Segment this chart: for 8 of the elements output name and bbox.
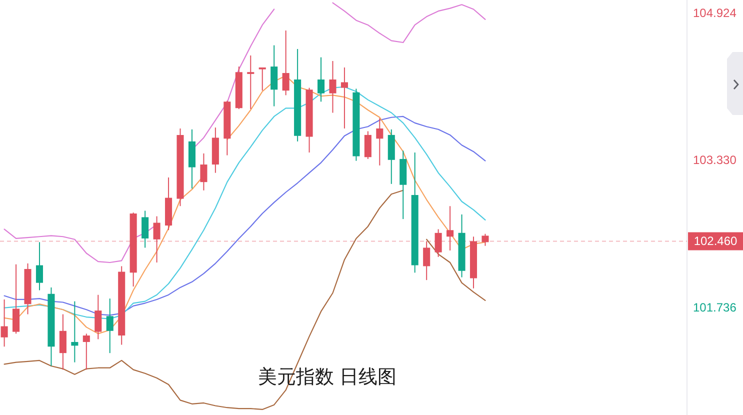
- ref-line-label: 102.460: [694, 234, 738, 248]
- candlestick: [71, 301, 78, 362]
- candlestick: [258, 67, 266, 91]
- y-tick-label: 103.330: [693, 153, 737, 168]
- candlestick: [340, 67, 348, 128]
- y-tick-label: 104.924: [693, 6, 737, 20]
- y-tick-label: 101.736: [693, 300, 737, 314]
- candlestick: [247, 55, 254, 110]
